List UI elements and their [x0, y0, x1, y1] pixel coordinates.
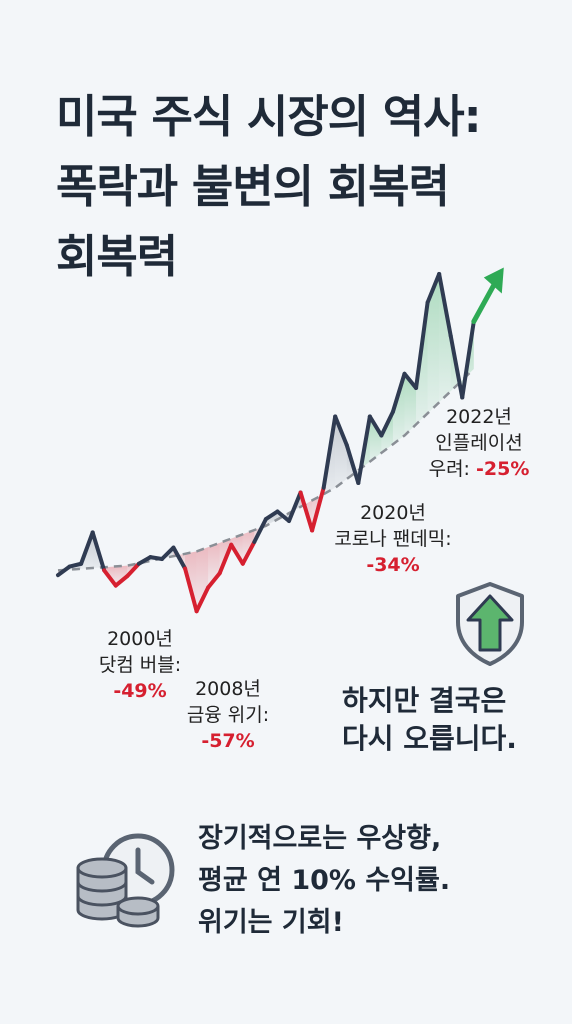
annotation-2020: 2020년 코로나 팬데믹: -34% [318, 500, 468, 578]
gain-fill [335, 416, 347, 488]
title-line-3: 회복력 [56, 230, 178, 283]
market-line-segment [379, 409, 395, 438]
market-line-segment [321, 414, 338, 490]
gain-fill [427, 274, 440, 414]
rebound-note-line-2: 다시 오릅니다. [342, 722, 517, 755]
drawdown-segment [217, 542, 234, 576]
market-line-segment [402, 371, 419, 390]
growth-arrow-shaft [471, 279, 499, 324]
annotation-2008-year: 2008년 [195, 678, 261, 700]
drawdown-segment [183, 566, 199, 614]
gain-fill [369, 416, 382, 462]
drawdown-segment [206, 571, 222, 590]
annotation-2008: 2008년 금융 위기: -57% [168, 676, 288, 754]
title-line-1: 미국 주식 시장의 역사: [56, 90, 482, 143]
annotation-2000-change: -49% [113, 680, 167, 702]
market-line-segment [287, 490, 303, 523]
gain-fill [404, 373, 417, 436]
market-line-segment [136, 555, 153, 566]
gain-fill [392, 373, 405, 445]
growth-arrow-head [483, 267, 504, 294]
market-line-segment [390, 371, 407, 414]
summary-text: 장기적으로는 우상향, 평균 연 10% 수익률. 위기는 기회! [198, 818, 450, 944]
drawdown-segment [113, 574, 130, 588]
annotation-2022: 2022년 인플레이션 우려: -25% [414, 404, 544, 482]
gain-fill [439, 274, 451, 403]
annotation-2000-label: 닷컴 버블: [98, 654, 182, 676]
market-line-segment [448, 333, 465, 400]
rebound-note: 하지만 결국은 다시 오릅니다. [342, 682, 517, 758]
drawdown-segment [102, 568, 118, 588]
annotation-2022-year: 2022년 [446, 406, 512, 428]
drawdown-fill [196, 547, 209, 612]
annotation-2022-label: 인플레이션 [435, 432, 523, 454]
market-line-segment [171, 545, 188, 571]
summary-line-1: 장기적으로는 우상향, [198, 823, 442, 854]
drawdown-segment [125, 561, 141, 579]
market-line-segment [437, 272, 453, 338]
drawdown-segment [298, 490, 315, 533]
annotation-2008-change: -57% [201, 730, 255, 752]
market-line-segment [275, 509, 291, 523]
page-title: 미국 주식 시장의 역사: 폭락과 불변의 회복력 회복력 [56, 82, 536, 292]
annotation-2000-year: 2000년 [107, 628, 173, 650]
market-line-segment [79, 530, 95, 566]
summary-line-2: 평균 연 10% 수익률. [198, 865, 451, 896]
annotation-2020-label: 코로나 팬데믹: [334, 528, 452, 550]
market-line-segment [356, 414, 372, 485]
annotation-2022-label2-line: 우려: -25% [414, 456, 544, 482]
market-line-segment [159, 545, 176, 561]
annotation-2022-label2: 우려: [428, 458, 470, 480]
shield-up-arrow-icon [456, 582, 524, 666]
trend-line [57, 368, 475, 572]
title-line-2: 폭락과 불변의 회복력 [56, 160, 450, 213]
drawdown-segment [194, 585, 211, 614]
rebound-note-line-1: 하지만 결국은 [342, 684, 507, 717]
summary-line-3: 위기는 기회! [198, 907, 344, 938]
market-line-segment [56, 564, 72, 578]
market-line-segment [263, 509, 280, 522]
market-line-segment [252, 517, 268, 544]
annotation-2020-year: 2020년 [360, 502, 426, 524]
annotation-2022-change: -25% [476, 458, 530, 480]
market-line-segment [367, 414, 384, 438]
coins-clock-icon [76, 833, 175, 928]
annotation-2008-label: 금융 위기: [186, 704, 270, 726]
annotation-2020-change: -34% [366, 554, 420, 576]
drawdown-segment [240, 539, 257, 566]
drawdown-segment [310, 485, 326, 533]
drawdown-segment [229, 542, 245, 566]
market-line-segment [460, 319, 476, 400]
market-line-segment [344, 443, 361, 485]
drawdown-fill [115, 565, 128, 586]
market-line-segment [90, 530, 107, 573]
market-line-segment [425, 272, 442, 305]
market-line-segment [333, 414, 349, 447]
annotation-2000: 2000년 닷컴 버블: -49% [80, 626, 200, 704]
market-line-segment [414, 300, 430, 390]
